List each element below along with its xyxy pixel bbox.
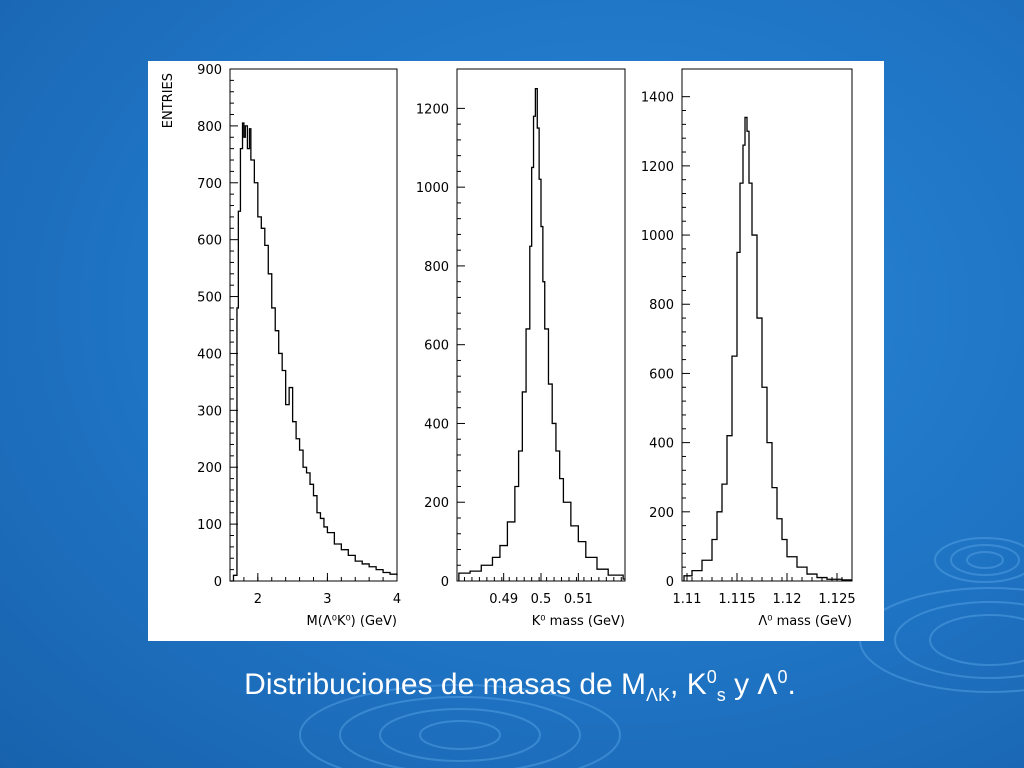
caption-sub-s: s	[716, 685, 726, 705]
caption-text: Distribuciones de masas de M	[244, 668, 647, 701]
y-tick-label: 200	[424, 496, 449, 511]
y-tick-label: 800	[197, 120, 222, 135]
caption-mid: y Λ	[725, 668, 778, 701]
y-tick-label: 200	[197, 461, 222, 476]
plot-frame	[681, 68, 853, 582]
y-tick-label: 1200	[641, 160, 674, 175]
histogram-panel-1: 0 100 200 300 400 500 600 700 800 900 2 3 4 M(Λ⁰K⁰) (…	[161, 63, 401, 629]
y-tick-label: 1000	[416, 181, 449, 196]
histogram-panel-3: 0 200 400 600 800 1000 1200 1400 1.11 1.115 1.12 1.…	[641, 68, 856, 629]
x-tick-label: 2	[254, 592, 262, 607]
caption-end: .	[787, 668, 796, 701]
x-axis-label: K⁰ mass (GeV)	[532, 614, 625, 629]
caption-sep: , K	[670, 668, 707, 701]
histogram-series	[683, 116, 852, 581]
figure-panel: 0 100 200 300 400 500 600 700 800 900 2 3 4 M(Λ⁰K⁰) (…	[148, 61, 884, 641]
plot-frame	[456, 68, 626, 582]
x-tick-label: 0.5	[531, 592, 552, 607]
y-tick-label: 0	[214, 575, 222, 590]
slide-caption: Distribuciones de masas de MΛK, K0s y Λ0…	[0, 667, 1024, 706]
y-tick-label: 800	[649, 298, 674, 313]
histogram-panel-2: 0 200 400 600 800 1000 1200 0.49 0.5 0.51 K⁰ mass …	[416, 68, 626, 629]
x-axis-label: M(Λ⁰K⁰) (GeV)	[307, 614, 397, 629]
x-tick-label: 1.115	[718, 592, 755, 607]
x-tick-label: 4	[393, 592, 401, 607]
y-tick-label: 900	[197, 63, 222, 78]
x-tick-label: 1.12	[773, 592, 802, 607]
histogram-series	[230, 122, 398, 582]
y-tick-label: 500	[197, 291, 222, 306]
histogram-figure: 0 100 200 300 400 500 600 700 800 900 2 3 4 M(Λ⁰K⁰) (…	[161, 63, 856, 629]
plot-frame	[229, 68, 398, 582]
caption-sub-lambda-k: ΛK	[646, 685, 671, 705]
y-tick-label: 1200	[416, 102, 449, 117]
y-tick-label: 400	[424, 417, 449, 432]
y-tick-label: 400	[197, 347, 222, 362]
caption-sup-lambda0: 0	[777, 667, 788, 687]
y-tick-label: 0	[666, 575, 674, 590]
ripple-decoration	[299, 537, 1024, 768]
y-tick-label: 400	[649, 437, 674, 452]
y-tick-label: 1000	[641, 229, 674, 244]
y-tick-label: 0	[441, 575, 449, 590]
caption-sup-k0: 0	[706, 667, 717, 687]
x-tick-label: 3	[323, 592, 331, 607]
y-tick-label: 800	[424, 260, 449, 275]
y-tick-label: 600	[649, 367, 674, 382]
y-tick-label: 100	[197, 518, 222, 533]
x-tick-label: 1.125	[818, 592, 855, 607]
x-axis-label: Λ⁰ mass (GeV)	[758, 614, 852, 629]
y-tick-label: 600	[424, 339, 449, 354]
y-tick-label: 600	[197, 234, 222, 249]
y-tick-label: 300	[197, 404, 222, 419]
histogram-series	[458, 88, 625, 581]
y-tick-label: 1400	[641, 91, 674, 106]
y-axis-label: ENTRIES	[161, 73, 176, 128]
y-tick-label: 700	[197, 177, 222, 192]
x-tick-label: 1.11	[673, 592, 702, 607]
x-tick-label: 0.51	[564, 592, 593, 607]
y-tick-label: 200	[649, 506, 674, 521]
x-tick-label: 0.49	[489, 592, 518, 607]
